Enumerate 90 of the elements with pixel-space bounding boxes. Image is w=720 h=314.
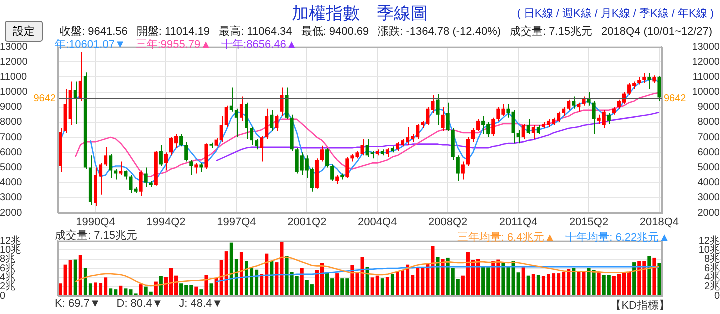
bar	[78, 255, 82, 296]
bar	[270, 261, 274, 296]
bar	[204, 275, 208, 296]
y2-tick-label: 6000	[698, 147, 720, 158]
bar	[441, 259, 445, 296]
y-tick-label: 7000	[0, 132, 23, 144]
bar	[240, 252, 244, 296]
text: 最低: 9400.69	[301, 25, 370, 39]
bar	[159, 276, 163, 296]
text: 設定	[5, 21, 43, 42]
y2-tick-label: 2兆	[704, 280, 720, 293]
bar	[572, 268, 576, 296]
bar	[139, 284, 143, 296]
bar	[632, 262, 636, 296]
bar	[360, 257, 364, 296]
text: K: 69.7▼	[55, 298, 101, 312]
y2-tick-label: 3000	[698, 192, 720, 204]
text: J: 48.4▼	[179, 298, 224, 312]
chart-title: 成交量: 7.15兆元	[55, 228, 138, 243]
bar	[336, 274, 340, 296]
y-tick-label: 6000	[0, 147, 23, 158]
text: 開盤: 11014.19	[136, 25, 210, 39]
y-tick-label: 0	[0, 290, 6, 302]
y2-tick-label: 7000	[698, 132, 720, 144]
text: D: 80.4▼	[116, 298, 164, 312]
text: 【KD指標】	[610, 298, 670, 313]
bar	[526, 276, 530, 296]
text: 2018Q4 (10/01~12/27)	[602, 26, 713, 38]
x-tick-label: 2018Q4	[640, 216, 680, 229]
y-tick-label: 3000	[0, 192, 23, 204]
y-tick-label: 9000	[0, 102, 23, 114]
series-label: 三年均量: 6.4兆元▲	[457, 231, 556, 245]
text: 年:10601.07▼	[55, 38, 126, 52]
bar	[522, 268, 526, 296]
y-tick-label: 4000	[0, 178, 23, 189]
y2-tick-label: 0	[714, 290, 720, 302]
y-tick-label: 13000	[0, 42, 28, 53]
y-tick-label: 12000	[0, 56, 28, 68]
y-tick-label: 12兆	[0, 234, 22, 247]
y2-tick-label: 9000	[698, 102, 720, 114]
x-tick-label: 2015Q2	[569, 216, 609, 229]
text: 成交量: 7.15兆元	[510, 24, 593, 39]
text: 三年:9955.79▲	[136, 38, 212, 52]
bar	[200, 290, 204, 296]
y-tick-label: 5000	[0, 162, 23, 174]
bar	[390, 274, 394, 296]
y2-tick-label: 8000	[698, 117, 720, 128]
bar	[380, 278, 384, 296]
y2-tick-label: 5000	[698, 162, 720, 174]
y-tick-label: 8000	[0, 117, 23, 128]
y-tick-label: 10000	[0, 87, 28, 98]
chart-subtitle: ( 日K線 / 週K線 / 月K線 / 季K線 / 年K線 )	[517, 7, 714, 21]
y2-tick-label: 11000	[692, 72, 720, 83]
bar	[74, 260, 78, 296]
y2-tick-label: 12000	[692, 56, 720, 68]
x-tick-label: 2008Q2	[428, 216, 468, 229]
y2-tick-label: 2000	[698, 208, 720, 219]
y-tick-label: 2000	[0, 208, 23, 219]
bar	[658, 263, 662, 296]
text: 收盤: 9641.56	[60, 25, 128, 39]
bar	[210, 284, 214, 296]
text: 9642	[664, 93, 686, 104]
x-tick-label: 1994Q2	[146, 216, 186, 229]
bar	[119, 286, 123, 296]
y-tick-label: 11000	[0, 72, 28, 83]
y2-tick-label: 10000	[692, 87, 720, 98]
bar	[436, 257, 440, 296]
bar	[532, 274, 536, 296]
y2-tick-label: 4000	[698, 178, 720, 189]
y-tick-label: 2兆	[0, 280, 16, 293]
text: 十年均量: 6.22兆元▲	[566, 231, 670, 245]
bar	[652, 258, 656, 296]
ref-line-label: 9642	[34, 93, 56, 104]
bar	[194, 286, 198, 296]
text: 十年:8656.46▲	[222, 38, 298, 52]
x-tick-label: 2001Q2	[288, 216, 327, 229]
bar	[536, 275, 540, 296]
bar	[648, 256, 652, 296]
bar	[386, 277, 390, 296]
x-tick-label: 1997Q4	[217, 216, 256, 229]
text: 漲跌: -1364.78 (-12.40%)	[378, 25, 502, 39]
y2-tick-label: 13000	[692, 42, 720, 53]
x-tick-label: 2004Q4	[358, 216, 398, 229]
x-tick-label: 2011Q4	[499, 216, 538, 229]
text: 最高: 11064.34	[219, 24, 292, 39]
chart-title: 加權指數 季線圖	[292, 4, 428, 23]
x-tick-label: 1990Q4	[76, 216, 116, 229]
bar	[300, 268, 304, 296]
bar	[597, 272, 601, 296]
bar	[366, 267, 370, 296]
